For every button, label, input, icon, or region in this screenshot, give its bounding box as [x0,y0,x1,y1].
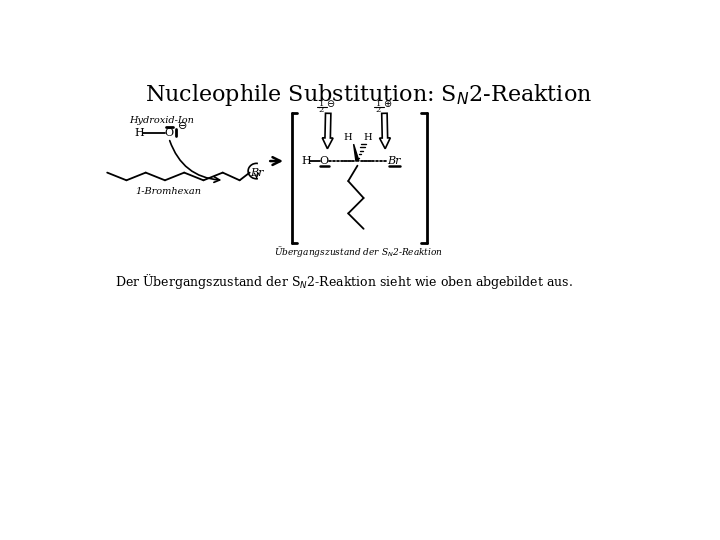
Text: 1: 1 [376,100,381,108]
Text: 1: 1 [318,100,324,108]
Text: 1-Bromhexan: 1-Bromhexan [136,187,202,197]
Text: H: H [301,156,311,166]
Text: Br: Br [387,156,400,166]
Text: H: H [343,133,352,143]
Polygon shape [354,144,359,161]
Text: 2: 2 [376,106,381,114]
Text: O: O [319,156,328,166]
Text: ⊖: ⊖ [178,122,187,131]
Polygon shape [323,113,333,148]
Text: Hydroxid-Ion: Hydroxid-Ion [129,116,194,125]
Polygon shape [379,113,390,148]
Text: O: O [164,127,174,138]
Text: H: H [135,127,145,138]
Text: 2: 2 [319,106,324,114]
Text: Übergangszustand der S$_N$2-Reaktion: Übergangszustand der S$_N$2-Reaktion [274,244,444,259]
Text: Der Übergangszustand der S$_N$2-Reaktion sieht wie oben abgebildet aus.: Der Übergangszustand der S$_N$2-Reaktion… [115,273,573,292]
Text: H: H [364,133,372,143]
Text: ⊕: ⊕ [382,99,391,109]
Text: ⊖: ⊖ [325,99,334,109]
Text: Nucleophile Substitution: S$_N$2-Reaktion: Nucleophile Substitution: S$_N$2-Reaktio… [145,82,593,108]
Text: Br: Br [251,167,264,178]
